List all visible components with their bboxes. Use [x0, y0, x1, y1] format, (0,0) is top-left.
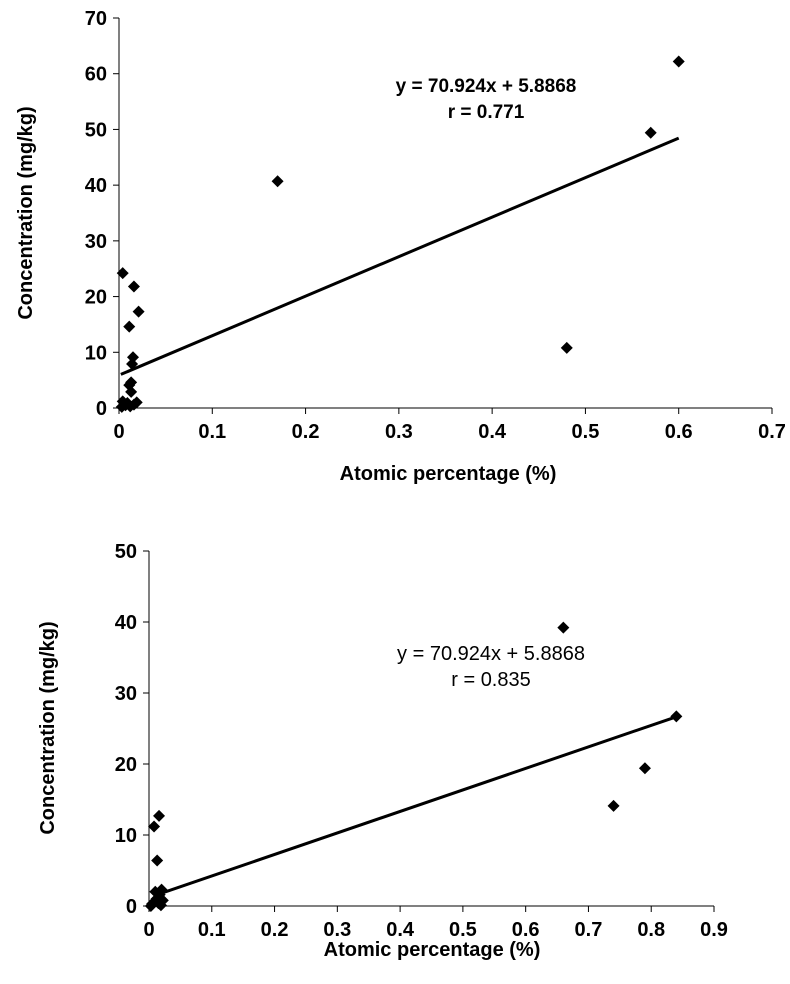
chart-2: 0 10 20 30 40 50 0 0.1 0.2 0.3 0.4 0.5 0.6 0.7 0.8 0.9 A…: [37, 541, 728, 961]
data-point: [561, 342, 573, 354]
x-tick-label: 0.7: [575, 919, 603, 941]
data-point: [557, 622, 569, 634]
data-point: [128, 281, 140, 293]
y-tick-label: 0: [126, 896, 137, 918]
y-tick-label: 30: [85, 231, 107, 253]
y-tick-label: 20: [115, 754, 137, 776]
regression-equation: y = 70.924x + 5.8868: [396, 76, 577, 97]
data-point: [151, 855, 163, 867]
x-tick-label: 0: [143, 919, 154, 941]
y-axis-title: Concentration (mg/kg): [15, 106, 37, 319]
x-tick-label: 0.2: [261, 919, 289, 941]
x-tick-label: 0.5: [449, 919, 477, 941]
y-tick-label: 40: [85, 175, 107, 197]
data-point: [153, 810, 165, 822]
x-tick-label: 0.2: [292, 421, 320, 443]
x-tick-label: 0.1: [198, 919, 226, 941]
y-tick-label: 10: [85, 342, 107, 364]
data-point: [670, 710, 682, 722]
y-tick-label: 70: [85, 8, 107, 30]
x-tick-label: 0.8: [637, 919, 665, 941]
x-axis-title: Atomic percentage (%): [324, 939, 541, 961]
y-tick-label: 40: [115, 612, 137, 634]
data-point: [673, 55, 685, 67]
data-point: [133, 306, 145, 318]
data-point: [639, 762, 651, 774]
x-tick-label: 0.7: [758, 421, 786, 443]
x-tick-label: 0.6: [665, 421, 693, 443]
regression-equation: y = 70.924x + 5.8868: [397, 643, 585, 665]
data-point: [272, 175, 284, 187]
data-point: [608, 800, 620, 812]
x-tick-label: 0.4: [478, 421, 507, 443]
data-point: [148, 820, 160, 832]
y-tick-label: 60: [85, 64, 107, 86]
x-axis-title: Atomic percentage (%): [340, 463, 557, 485]
correlation-coefficient: r = 0.835: [451, 669, 531, 691]
x-tick-label: 0.5: [572, 421, 600, 443]
trendline: [155, 717, 676, 896]
y-tick-label: 50: [115, 541, 137, 563]
x-tick-label: 0.3: [323, 919, 351, 941]
x-tick-label: 0.6: [512, 919, 540, 941]
trendline: [121, 138, 679, 374]
y-tick-label: 30: [115, 683, 137, 705]
y-axis-title: Concentration (mg/kg): [37, 621, 59, 834]
y-tick-label: 20: [85, 287, 107, 309]
x-tick-label: 0: [113, 421, 124, 443]
data-point: [123, 321, 135, 333]
x-tick-label: 0.1: [198, 421, 226, 443]
y-tick-label: 10: [115, 825, 137, 847]
data-point: [645, 127, 657, 139]
chart-1: 0 10 20 30 40 50 60 70 0 0.1 0.2 0.3 0.4 0.5 0.6 0.7 Ato…: [15, 8, 786, 485]
x-tick-label: 0.9: [700, 919, 728, 941]
x-tick-label: 0.3: [385, 421, 413, 443]
y-tick-label: 0: [96, 398, 107, 420]
correlation-coefficient: r = 0.771: [448, 102, 525, 123]
x-tick-label: 0.4: [386, 919, 415, 941]
y-tick-label: 50: [85, 119, 107, 141]
